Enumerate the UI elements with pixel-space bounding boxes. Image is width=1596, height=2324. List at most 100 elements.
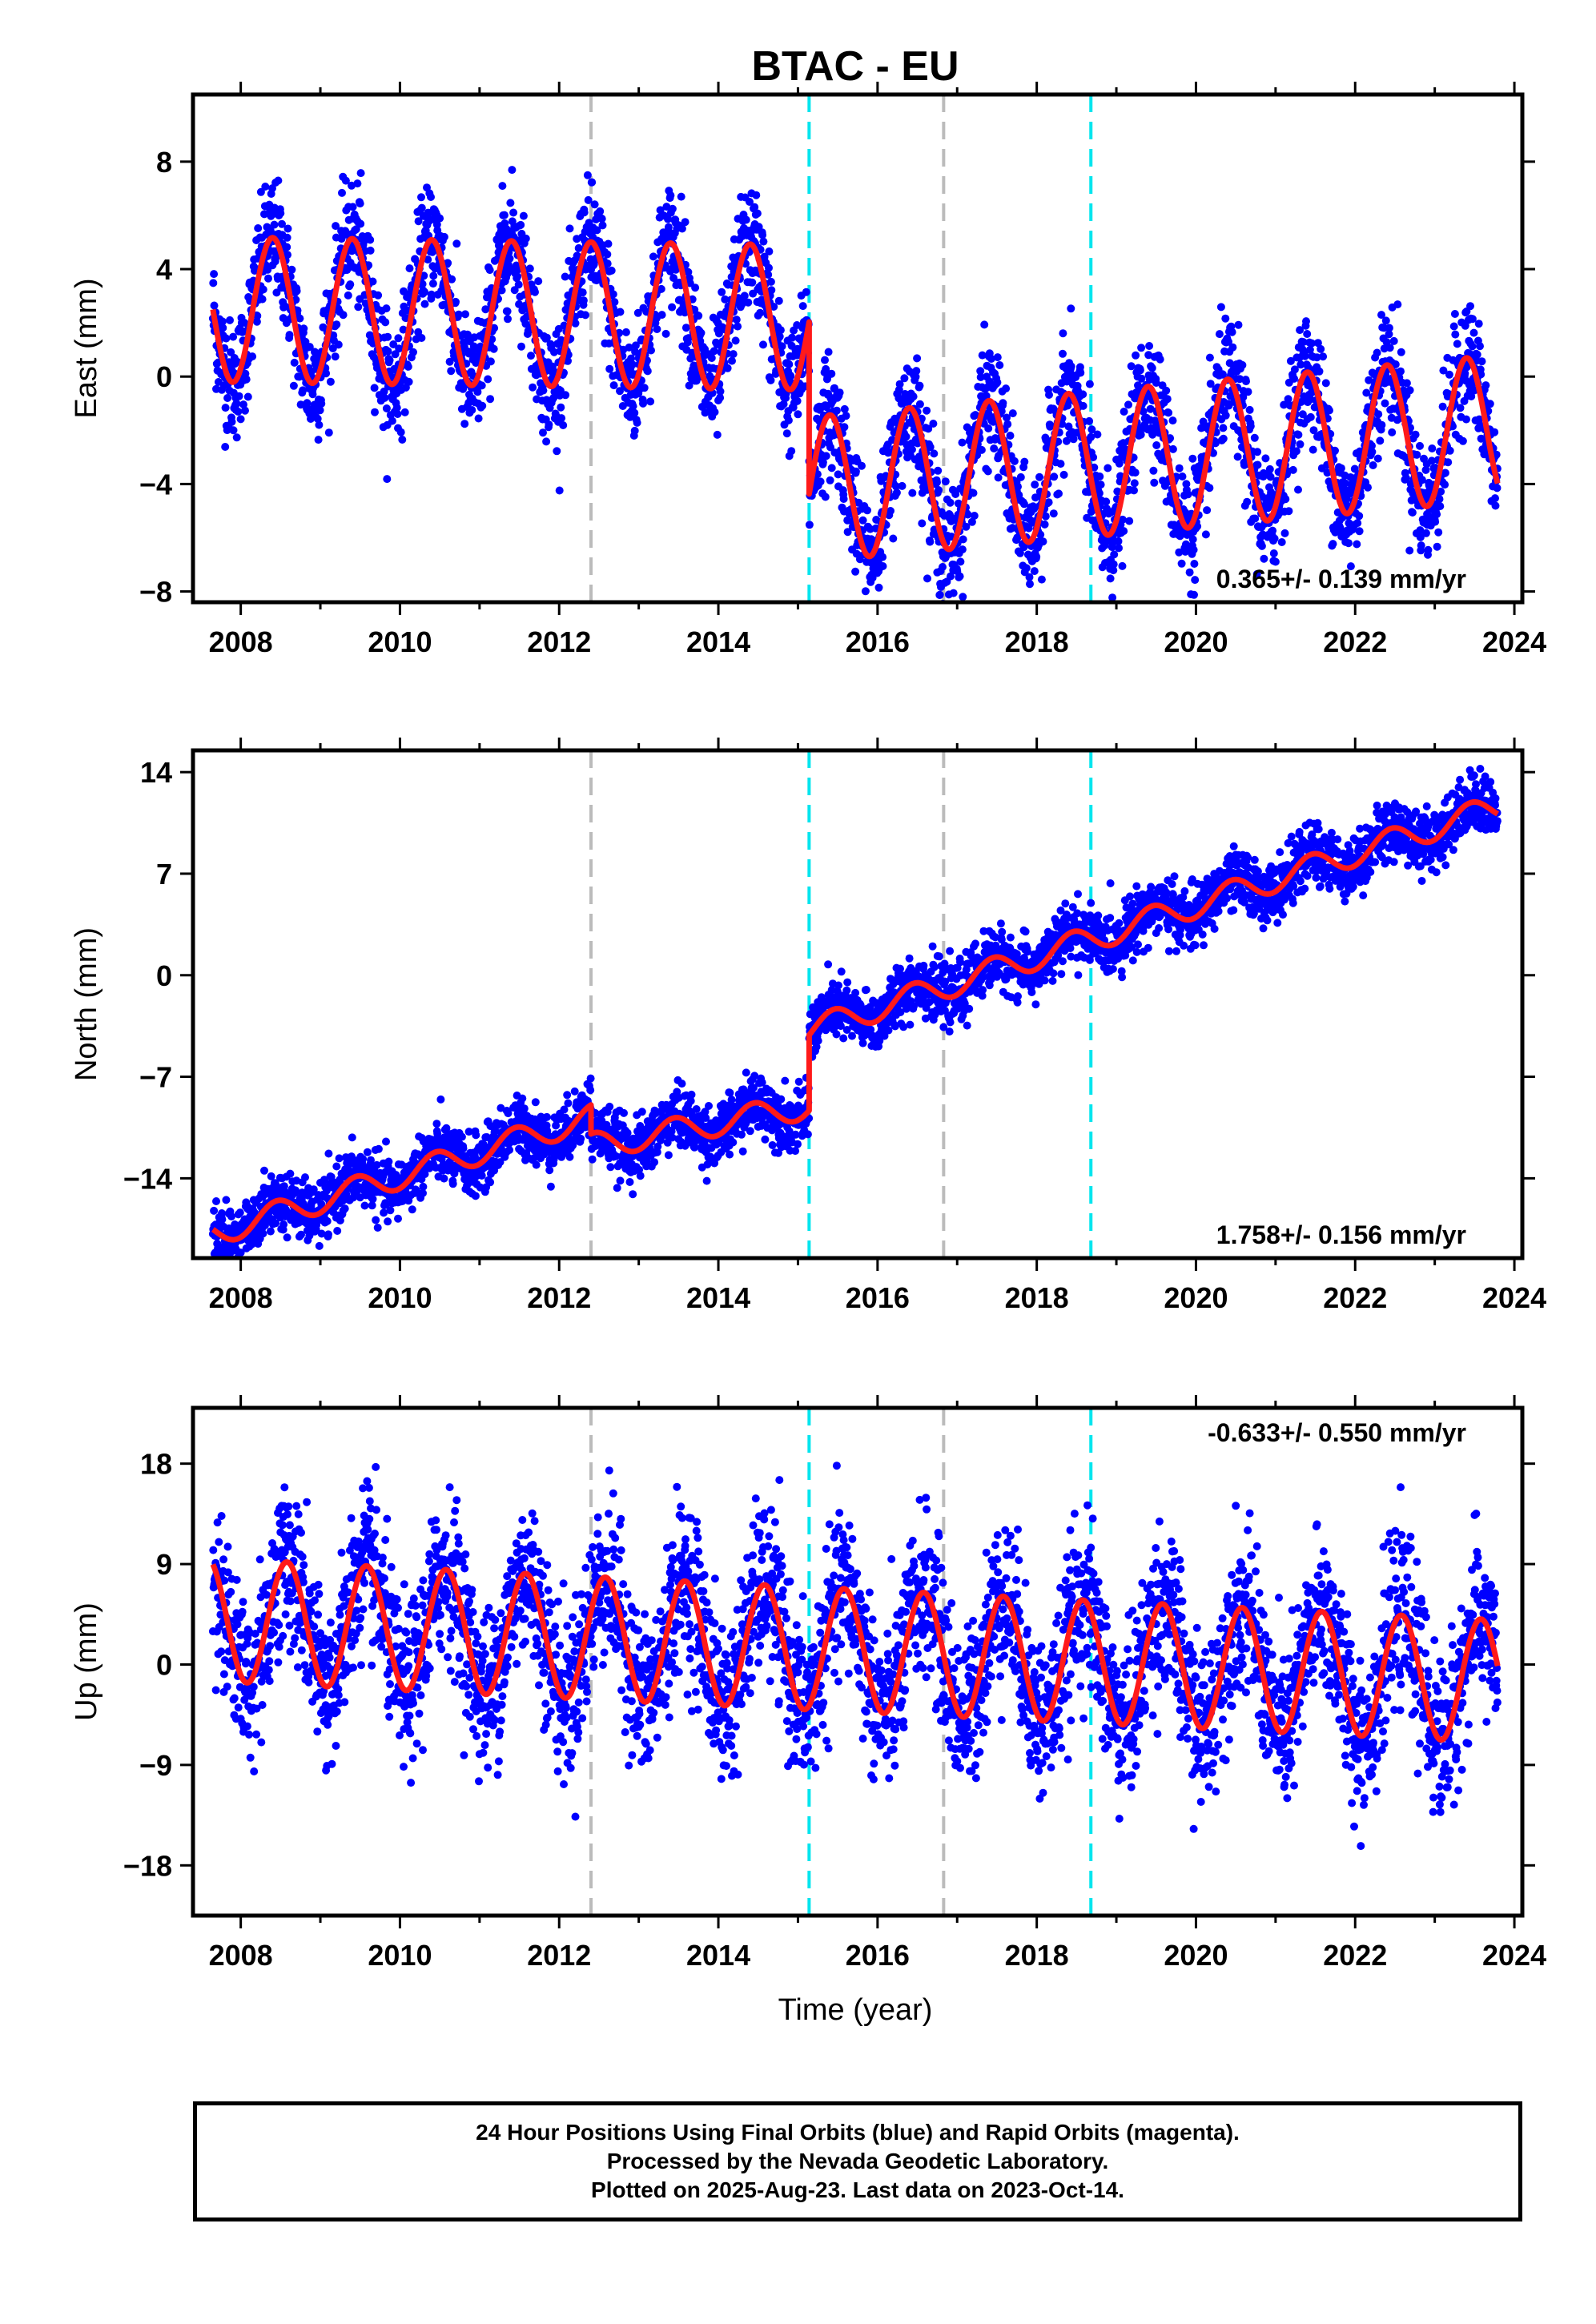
observation-point <box>1026 580 1034 589</box>
observation-point <box>1120 408 1128 416</box>
observation-point <box>1245 405 1254 414</box>
observation-point <box>681 324 690 332</box>
observation-point <box>826 476 834 485</box>
observation-point <box>448 1180 457 1188</box>
observation-point <box>223 394 232 402</box>
observation-point <box>1015 549 1024 557</box>
observation-point <box>1458 436 1467 445</box>
observation-point <box>283 233 291 242</box>
observation-point <box>779 400 788 408</box>
observation-point <box>621 328 630 336</box>
observation-point <box>383 475 392 484</box>
observation-point <box>827 369 836 378</box>
observation-point <box>941 477 950 486</box>
observation-point <box>346 280 355 289</box>
observation-point <box>1408 509 1417 517</box>
x-tick-label: 2024 <box>1482 625 1546 658</box>
observation-point <box>1025 573 1034 581</box>
observation-point <box>1269 549 1278 557</box>
observation-point <box>677 192 685 201</box>
observation-point <box>1353 540 1361 549</box>
observation-point <box>597 215 606 223</box>
observation-point <box>766 277 775 286</box>
observation-point <box>1059 349 1067 358</box>
observation-point <box>1205 484 1214 493</box>
observation-point <box>840 404 849 413</box>
observation-point <box>892 489 901 497</box>
observation-point <box>1444 458 1453 467</box>
observation-point <box>459 1144 468 1152</box>
observation-point <box>1003 413 1011 422</box>
observation-point <box>1473 350 1481 359</box>
observation-point <box>258 295 267 304</box>
east-panel: 2008 2010 2012 2014 2016 2018 2020 2022 2024840−… <box>70 82 1546 658</box>
observation-point <box>858 516 867 525</box>
observation-point <box>794 344 802 353</box>
observation-point <box>1416 441 1424 450</box>
observation-point <box>1315 367 1324 376</box>
observation-point <box>420 287 429 296</box>
observation-point <box>1102 497 1111 506</box>
observation-point <box>990 444 999 452</box>
observation-point <box>851 567 860 576</box>
observation-point <box>1039 537 1047 546</box>
observation-point <box>858 461 866 470</box>
observation-point <box>1260 554 1268 563</box>
observation-point <box>1106 574 1115 583</box>
observation-point <box>236 415 245 424</box>
observation-point <box>609 381 618 390</box>
observation-point <box>218 1215 227 1224</box>
observation-point <box>324 1149 333 1158</box>
observation-point <box>243 1263 251 1271</box>
observation-point <box>324 428 333 437</box>
observation-point <box>243 392 252 401</box>
observation-point <box>1032 553 1041 561</box>
observation-point <box>333 1227 342 1235</box>
observation-point <box>1075 363 1084 372</box>
observation-point <box>440 300 448 309</box>
observation-point <box>485 266 494 275</box>
observation-point <box>691 283 700 292</box>
observation-point <box>834 470 842 479</box>
observation-point <box>356 169 365 178</box>
observation-point <box>1118 561 1127 570</box>
observation-point <box>744 298 753 307</box>
observation-point <box>484 375 492 384</box>
observation-point <box>398 436 407 444</box>
observation-point <box>1184 490 1192 499</box>
y-tick-label: −8 <box>139 576 172 609</box>
observation-point <box>1243 497 1252 506</box>
observation-point <box>1368 448 1377 456</box>
observation-point <box>718 287 726 296</box>
observation-point <box>1115 544 1123 553</box>
observation-point <box>429 271 438 280</box>
observation-point <box>628 360 637 369</box>
observation-point <box>521 320 530 328</box>
observation-point <box>759 237 768 246</box>
observation-point <box>1185 568 1194 577</box>
observation-point <box>976 373 985 381</box>
observation-point <box>1428 444 1437 452</box>
observation-point <box>352 225 360 234</box>
x-tick-label: 2022 <box>1323 625 1387 658</box>
observation-point <box>353 179 362 188</box>
observation-point <box>222 1196 231 1204</box>
x-tick-label: 2012 <box>527 625 591 658</box>
observation-point <box>232 399 241 408</box>
observation-point <box>775 332 784 341</box>
observation-point <box>1136 430 1145 439</box>
observation-point <box>1270 534 1279 543</box>
observation-point <box>1085 380 1094 388</box>
observation-point <box>1388 428 1397 436</box>
observation-point <box>210 1206 219 1215</box>
observation-point <box>605 364 614 373</box>
observation-point <box>1127 362 1136 371</box>
observation-point <box>521 234 530 243</box>
observation-point <box>993 353 1002 362</box>
observation-point <box>215 1264 223 1272</box>
observation-point <box>1261 454 1270 463</box>
chart-title: BTAC - EU <box>751 43 959 90</box>
y-axis-label: East (mm) <box>70 278 103 418</box>
observation-point <box>1411 430 1420 439</box>
observation-point <box>1303 330 1312 338</box>
